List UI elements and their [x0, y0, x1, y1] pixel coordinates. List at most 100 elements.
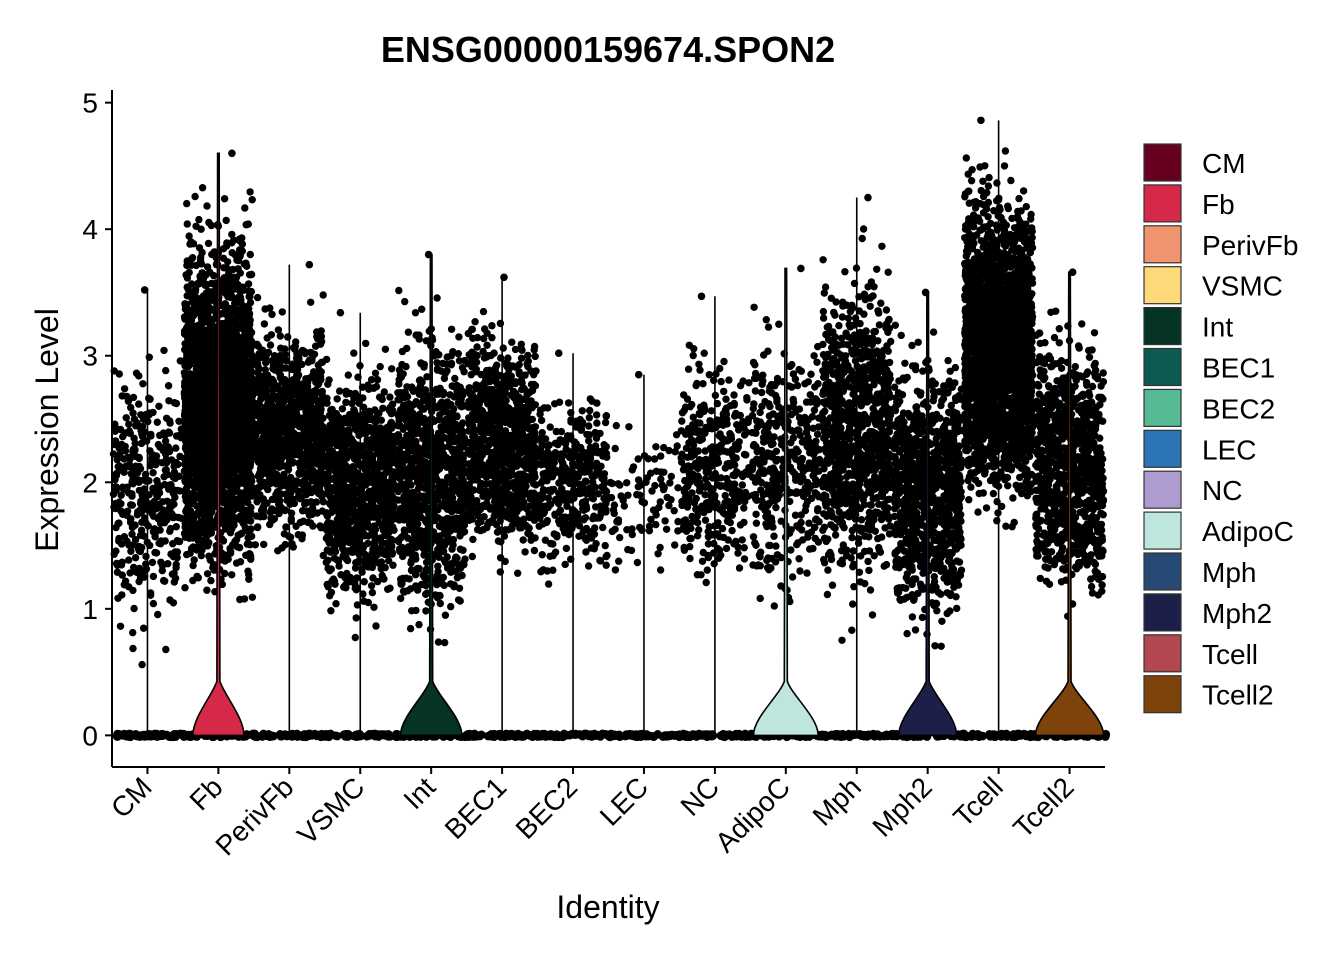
data-point — [202, 416, 210, 424]
data-point — [234, 412, 242, 421]
data-point — [280, 439, 288, 448]
data-point — [123, 511, 131, 519]
data-point — [219, 254, 228, 262]
data-point — [278, 415, 287, 423]
data-point — [302, 382, 310, 390]
data-point — [203, 202, 211, 210]
data-point — [203, 345, 211, 353]
data-point — [161, 431, 169, 439]
data-point — [127, 547, 135, 555]
data-point — [220, 195, 229, 203]
data-point — [135, 400, 143, 408]
data-point — [156, 511, 165, 520]
data-point — [372, 622, 380, 630]
data-point — [163, 497, 171, 505]
data-point — [368, 458, 376, 466]
data-point — [197, 551, 205, 560]
data-point — [323, 394, 331, 402]
data-point — [314, 361, 322, 369]
data-point — [282, 523, 290, 531]
data-point — [240, 480, 249, 488]
data-point — [256, 476, 264, 485]
data-point — [286, 533, 295, 541]
data-point — [171, 513, 179, 521]
data-point — [189, 543, 197, 551]
data-point — [233, 368, 241, 377]
data-point — [129, 393, 138, 402]
data-point — [127, 501, 135, 509]
data-point-zero — [248, 729, 257, 739]
data-point-zero — [170, 730, 179, 739]
data-point — [248, 196, 256, 204]
data-point — [189, 561, 197, 570]
data-point — [165, 504, 174, 512]
data-point — [207, 221, 216, 230]
data-point — [236, 269, 244, 277]
data-point — [200, 315, 208, 324]
data-point — [236, 288, 245, 296]
data-point — [332, 600, 340, 608]
data-point — [200, 519, 208, 527]
data-point — [166, 596, 174, 604]
data-point — [204, 239, 213, 248]
data-point — [388, 365, 396, 373]
data-point — [148, 558, 157, 567]
data-point — [164, 382, 173, 390]
data-point — [127, 403, 135, 412]
data-point — [313, 396, 321, 404]
data-point — [291, 342, 299, 350]
data-point — [146, 589, 155, 597]
data-point — [351, 423, 359, 431]
data-point — [255, 412, 264, 420]
data-point — [118, 591, 126, 599]
data-point — [329, 575, 338, 583]
data-point — [268, 310, 276, 319]
data-point — [325, 411, 334, 420]
data-point — [371, 406, 379, 414]
data-point — [183, 550, 191, 559]
data-point — [204, 465, 213, 473]
data-point — [133, 419, 141, 427]
data-point — [277, 344, 285, 352]
data-point — [219, 245, 228, 253]
data-point — [384, 550, 392, 559]
data-point — [345, 492, 354, 501]
data-point — [259, 509, 267, 517]
data-point — [323, 510, 331, 519]
data-point — [192, 337, 200, 345]
data-point-zero — [384, 729, 393, 739]
data-point — [335, 387, 344, 395]
data-point — [363, 513, 371, 521]
data-point — [308, 467, 316, 475]
data-point — [253, 523, 262, 532]
data-point — [383, 512, 392, 521]
data-point — [140, 414, 149, 423]
data-point — [184, 403, 192, 412]
data-point — [316, 340, 325, 348]
data-point — [199, 490, 208, 499]
data-point — [261, 366, 269, 374]
data-point — [370, 603, 378, 611]
data-point — [331, 467, 339, 475]
data-point — [302, 423, 311, 431]
data-point — [141, 514, 149, 522]
data-point — [266, 304, 274, 312]
data-point — [260, 540, 268, 549]
data-point — [235, 495, 244, 503]
data-point — [326, 446, 334, 454]
data-point — [375, 393, 384, 401]
data-point — [109, 450, 118, 458]
data-point — [190, 556, 198, 564]
data-point — [201, 281, 209, 289]
data-point — [373, 376, 382, 384]
data-point — [388, 542, 396, 551]
data-point — [113, 568, 122, 576]
data-point — [236, 489, 244, 497]
data-point — [301, 349, 309, 358]
data-point — [226, 529, 235, 537]
data-point — [125, 556, 133, 564]
data-point — [255, 440, 263, 448]
group-cm — [109, 286, 189, 742]
data-point — [117, 491, 125, 499]
data-point — [203, 570, 212, 578]
